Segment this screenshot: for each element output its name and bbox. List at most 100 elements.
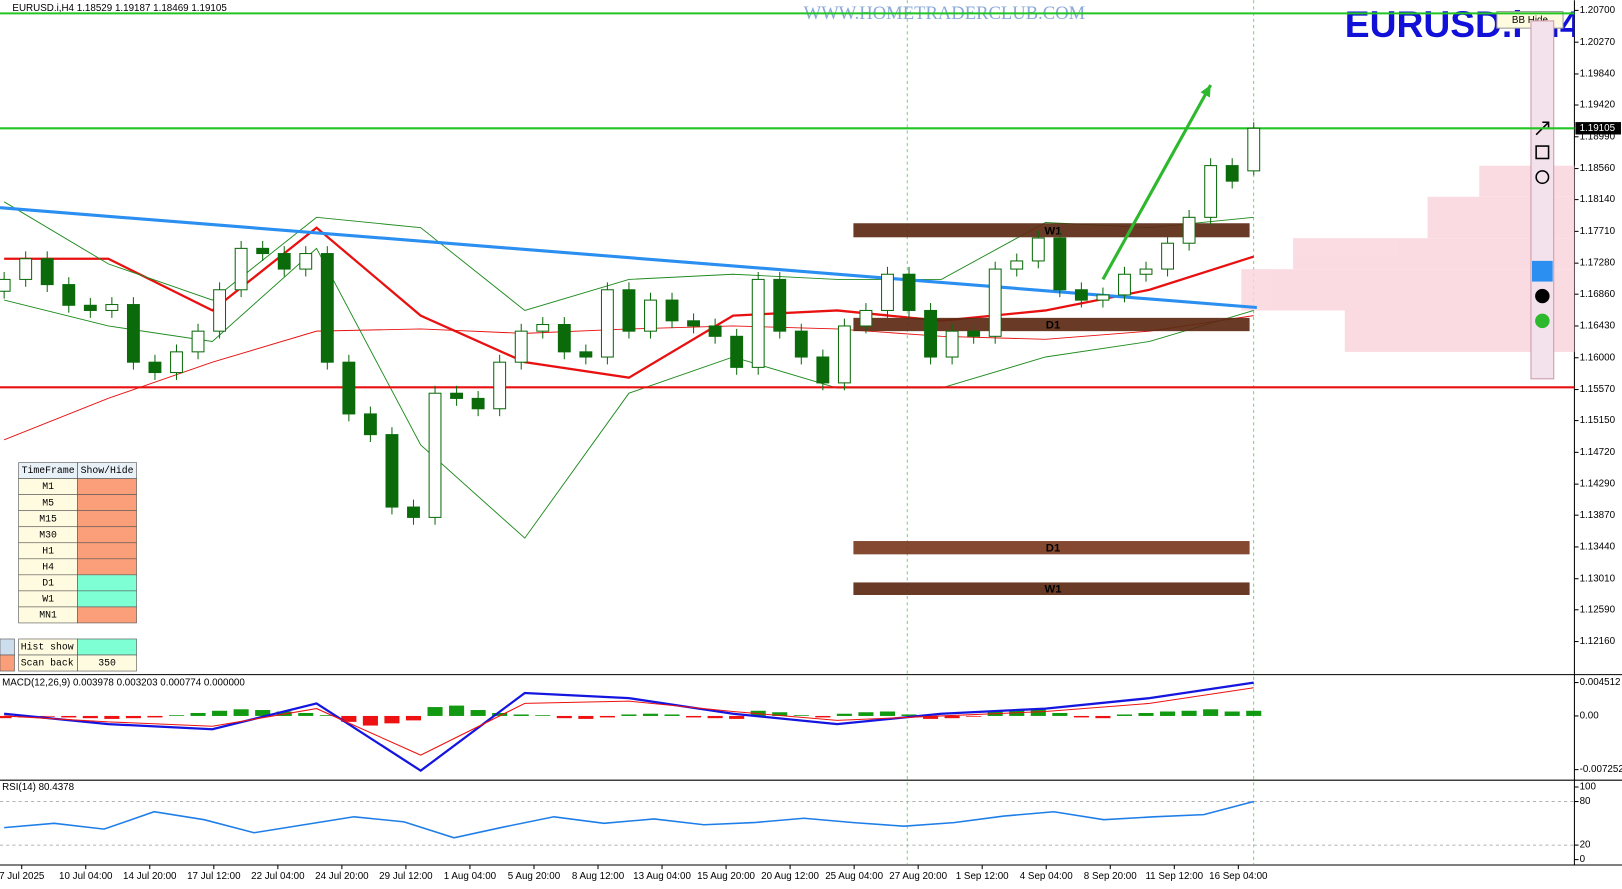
x-tick-label: 1 Aug 04:00 xyxy=(444,871,497,882)
macd-bar xyxy=(1052,712,1068,716)
panel-title: MACD(12,26,9) 0.003978 0.003203 0.000774… xyxy=(2,678,245,689)
candle-body xyxy=(471,397,485,410)
y-tick-label: 100 xyxy=(1580,782,1597,793)
x-tick-label: 1 Sep 12:00 xyxy=(956,871,1009,882)
x-tick-label: 24 Jul 20:00 xyxy=(315,871,369,882)
x-tick-label: 8 Aug 12:00 xyxy=(572,871,625,882)
scan-value: 350 xyxy=(98,658,116,669)
panel-header: Show/Hide xyxy=(81,465,134,476)
macd-bar xyxy=(1203,709,1219,716)
x-tick-label: 7 Jul 2025 xyxy=(0,871,45,882)
tf-toggle[interactable] xyxy=(77,574,137,592)
candle-body xyxy=(148,361,162,374)
candle-body xyxy=(924,309,938,358)
tf-toggle[interactable] xyxy=(77,606,137,624)
scan-input[interactable] xyxy=(77,654,137,672)
x-tick-label: 29 Jul 12:00 xyxy=(379,871,433,882)
tf-toggle[interactable] xyxy=(77,542,137,560)
macd-bar xyxy=(341,715,357,722)
candle-body xyxy=(428,392,442,518)
candle-body xyxy=(83,304,97,311)
macd-bar xyxy=(599,715,615,718)
tf-toggle[interactable] xyxy=(77,494,137,512)
macd-bar xyxy=(1095,715,1111,719)
macd-bar xyxy=(1181,710,1197,716)
candle-body xyxy=(0,278,11,292)
macd-bar xyxy=(556,715,572,719)
macd-bar xyxy=(1073,715,1089,718)
zone-label: W1 xyxy=(1045,225,1062,237)
candle-body xyxy=(600,289,614,358)
candle-body xyxy=(450,392,464,399)
macd-bar xyxy=(125,715,141,719)
x-tick-label: 5 Aug 20:00 xyxy=(508,871,561,882)
candle-body xyxy=(170,351,183,374)
bb-hide-label[interactable]: BB Hide xyxy=(1512,15,1549,26)
tf-label: M1 xyxy=(42,481,54,492)
tf-toggle[interactable] xyxy=(77,510,137,528)
candle-body xyxy=(1053,237,1067,291)
candle-body xyxy=(1204,165,1218,218)
x-tick-label: 17 Jul 12:00 xyxy=(187,871,241,882)
y-tick-label: 1.13870 xyxy=(1580,510,1616,521)
candle-body xyxy=(579,351,593,358)
candle-body xyxy=(708,325,722,337)
candle-body xyxy=(320,253,334,363)
macd-bar xyxy=(621,714,637,716)
y-tick-label: 1.14720 xyxy=(1580,447,1616,458)
macd-bar xyxy=(319,715,335,716)
tf-toggle[interactable] xyxy=(77,590,137,608)
y-tick-label: 1.17710 xyxy=(1580,226,1616,237)
macd-bar xyxy=(1116,714,1133,716)
candle-body xyxy=(945,330,959,358)
tf-toggle[interactable] xyxy=(77,526,137,544)
candle-body xyxy=(644,299,657,332)
macd-bar xyxy=(815,715,831,718)
hist-label: Hist show xyxy=(21,642,74,653)
panel-title: RSI(14) 80.4378 xyxy=(2,782,75,793)
candle-body xyxy=(62,284,76,306)
indicator-line xyxy=(4,687,1254,756)
macd-bar xyxy=(0,715,12,719)
sr-zone xyxy=(853,582,1250,595)
hist-toggle[interactable] xyxy=(77,638,137,656)
macd-bar xyxy=(492,712,508,716)
macd-bar xyxy=(212,710,228,716)
x-tick-label: 8 Sep 20:00 xyxy=(1084,871,1137,882)
panel-macd xyxy=(0,681,1262,773)
y-tick-label: 1.15570 xyxy=(1580,384,1616,395)
x-tick-label: 20 Aug 12:00 xyxy=(761,871,819,882)
x-tick-label: 16 Sep 04:00 xyxy=(1209,871,1268,882)
y-tick-label: 1.16000 xyxy=(1580,352,1616,363)
y-tick-label: 1.16860 xyxy=(1580,289,1616,300)
y-tick-label: 1.13440 xyxy=(1580,542,1616,553)
candle-body xyxy=(277,253,291,270)
macd-bar xyxy=(923,715,939,719)
macd-bar xyxy=(147,715,163,718)
macd-bar xyxy=(578,715,594,719)
macd-bar xyxy=(836,713,852,716)
macd-bar xyxy=(39,715,55,717)
candle-body xyxy=(837,325,851,384)
hist-icon[interactable] xyxy=(0,638,15,656)
tf-label: W1 xyxy=(42,593,54,604)
candle-body xyxy=(213,289,227,332)
macd-bar xyxy=(255,710,271,716)
x-tick-label: 14 Jul 20:00 xyxy=(123,871,177,882)
y-tick-label: 0.004512 xyxy=(1580,677,1621,688)
macd-bar xyxy=(362,715,378,726)
macd-bar xyxy=(686,715,702,718)
y-tick-label: 20 xyxy=(1580,840,1591,851)
tf-toggle[interactable] xyxy=(77,558,137,576)
tf-toggle[interactable] xyxy=(77,478,137,495)
y-tick-label: 1.19420 xyxy=(1580,100,1616,111)
trendline xyxy=(0,206,1257,310)
candle-body xyxy=(1225,165,1239,182)
macd-bar xyxy=(1224,711,1240,716)
zone-label: D1 xyxy=(1046,543,1061,555)
scan-icon[interactable] xyxy=(0,654,15,672)
y-tick-label: 1.18560 xyxy=(1580,163,1616,174)
candle-body xyxy=(816,356,830,384)
